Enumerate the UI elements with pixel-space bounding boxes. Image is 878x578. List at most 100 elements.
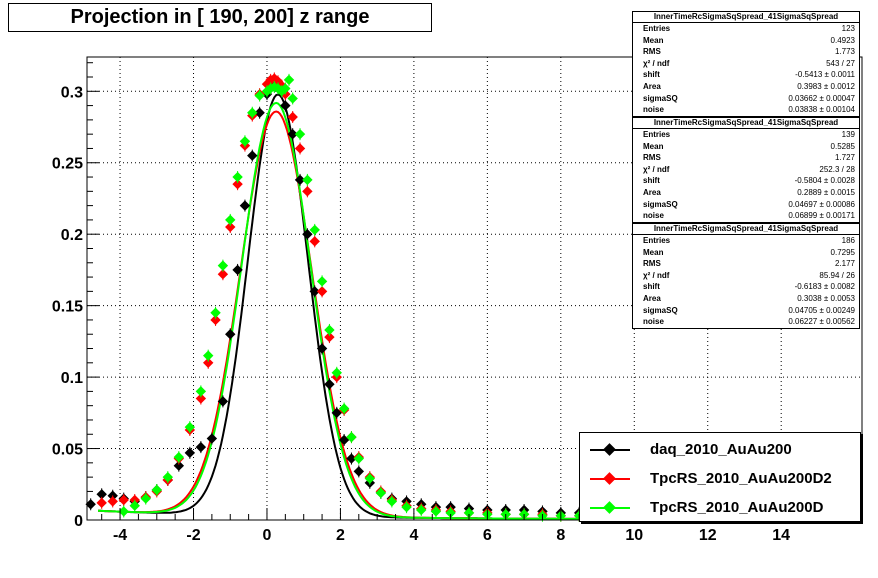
y-tick-label: 0 <box>74 513 83 530</box>
data-point <box>206 433 218 444</box>
data-point <box>232 171 243 183</box>
stats-label: noise <box>643 105 664 115</box>
data-point <box>225 214 236 226</box>
stats-value: -0.6183 ± 0.0082 <box>794 282 855 292</box>
stats-value: 0.7295 <box>830 247 855 257</box>
plot-frame <box>86 56 863 521</box>
data-point <box>324 379 335 390</box>
stats-label: shift <box>643 70 660 80</box>
stats-value: 0.3038 ± 0.0053 <box>797 293 855 303</box>
stats-label: noise <box>643 317 664 327</box>
stats-value: 0.4923 <box>830 35 855 45</box>
stats-label: shift <box>643 282 660 292</box>
stats-row: RMS 2.177 <box>633 258 859 270</box>
stats-label: noise <box>643 211 664 221</box>
stats-row: noise 0.06899 ± 0.00171 <box>633 210 859 222</box>
stats-label: shift <box>643 176 660 186</box>
legend-label-tpcrs-d2: TpcRS_2010_AuAu200D2 <box>650 470 832 487</box>
data-point <box>309 286 320 297</box>
legend-marker-tpcrs-d2 <box>603 472 616 485</box>
stats-row: Mean 0.7295 <box>633 247 859 259</box>
stats-label: Area <box>643 293 661 303</box>
data-point <box>254 90 265 101</box>
stats-box-title: InnerTimeRcSigmaSqSpread_41SigmaSqSpread <box>633 118 859 129</box>
stats-box: InnerTimeRcSigmaSqSpread_41SigmaSqSpread… <box>632 117 860 223</box>
x-tick-label: -4 <box>113 527 127 544</box>
data-point <box>309 224 320 236</box>
data-point <box>302 174 313 186</box>
stats-row: χ² / ndf 252.3 / 28 <box>633 164 859 176</box>
stats-row: Entries 139 <box>633 129 859 141</box>
stats-value: -0.5804 ± 0.0028 <box>794 176 855 186</box>
stats-value: 85.94 / 26 <box>819 270 855 280</box>
data-point <box>316 286 328 297</box>
data-point <box>173 460 185 471</box>
data-point <box>184 421 196 433</box>
data-point <box>85 499 96 510</box>
data-point <box>118 494 129 506</box>
data-point <box>254 107 265 118</box>
stats-label: Area <box>643 81 661 91</box>
x-tick-label: 2 <box>336 527 345 544</box>
y-tick-label: 0.1 <box>61 370 83 387</box>
data-point <box>331 367 342 379</box>
data-point <box>203 357 214 369</box>
x-tick-label: 8 <box>556 527 565 544</box>
stats-label: RMS <box>643 47 661 57</box>
data-point <box>430 506 442 517</box>
stats-value: 0.04705 ± 0.00249 <box>788 305 855 315</box>
data-point <box>386 496 398 507</box>
axes: -4 -2 0 2 4 6 8 10 12 14 0 0.05 0.1 0.15 0.2 0.25 0.3 <box>52 56 863 544</box>
data-point <box>239 136 251 147</box>
data-point <box>217 260 229 271</box>
data-point <box>353 453 365 464</box>
stats-label: sigmaSQ <box>643 305 678 315</box>
data-point <box>217 396 229 407</box>
legend-marker-daq <box>603 443 616 456</box>
data-point <box>302 186 313 197</box>
stats-row: RMS 1.727 <box>633 152 859 164</box>
data-point <box>195 393 207 404</box>
data-markers <box>85 72 622 522</box>
stats-value: 0.06227 ± 0.00562 <box>788 317 855 327</box>
data-point <box>324 324 335 336</box>
data-point <box>294 143 306 154</box>
data-point <box>162 471 174 483</box>
data-point <box>331 407 342 419</box>
legend: daq_2010_AuAu200 TpcRS_2010_AuAu200D2 Tp… <box>579 432 861 522</box>
data-point <box>375 487 387 499</box>
stats-value: 0.2889 ± 0.0015 <box>797 187 855 197</box>
data-point <box>173 451 185 463</box>
stats-row: noise 0.03838 ± 0.00104 <box>633 104 859 116</box>
data-point <box>195 441 207 453</box>
stats-box: InnerTimeRcSigmaSqSpread_41SigmaSqSpread… <box>632 11 860 117</box>
stats-label: Mean <box>643 141 664 151</box>
y-tick-label: 0.2 <box>61 227 83 244</box>
data-point <box>287 128 298 140</box>
legend-item-tpcrs-d2: TpcRS_2010_AuAu200D2 <box>580 464 860 494</box>
stats-label: sigmaSQ <box>643 93 678 103</box>
data-point <box>96 497 107 509</box>
stats-row: Area 0.3038 ± 0.0053 <box>633 293 859 305</box>
data-point <box>416 504 427 516</box>
stats-value: 1.773 <box>834 47 855 57</box>
data-point <box>353 466 365 477</box>
x-tick-label: 10 <box>625 527 643 544</box>
stats-row: RMS 1.773 <box>633 46 859 58</box>
stats-box: InnerTimeRcSigmaSqSpread_41SigmaSqSpread… <box>632 223 860 329</box>
x-tick-label: 6 <box>483 527 492 544</box>
stats-row: χ² / ndf 543 / 27 <box>633 58 859 70</box>
stats-row: Area 0.2889 ± 0.0015 <box>633 187 859 199</box>
stats-value: 186 <box>841 236 855 245</box>
data-point <box>316 276 328 287</box>
data-point <box>247 150 258 161</box>
x-tick-label: 14 <box>772 527 790 544</box>
stats-row: sigmaSQ 0.04697 ± 0.00086 <box>633 199 859 211</box>
legend-label-daq: daq_2010_AuAu200 <box>650 441 792 458</box>
data-point <box>107 496 118 507</box>
data-point <box>287 111 298 123</box>
stats-row: noise 0.06227 ± 0.00562 <box>633 316 859 328</box>
y-tick-label: 0.05 <box>52 442 83 459</box>
x-tick-label: 4 <box>409 527 418 544</box>
stats-row: Entries 123 <box>633 23 859 35</box>
